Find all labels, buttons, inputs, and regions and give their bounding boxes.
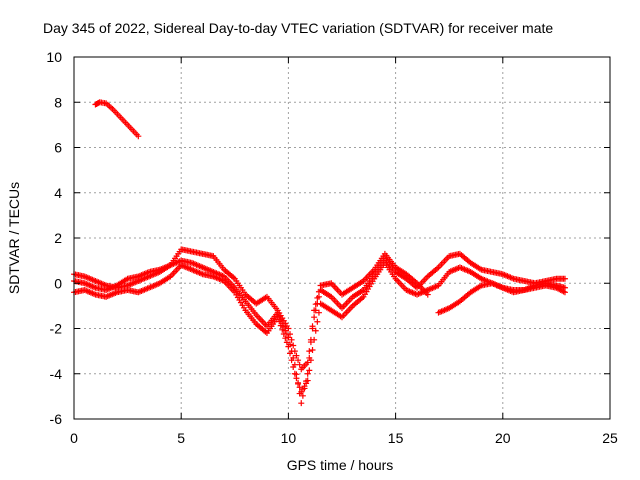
data-point-track-c xyxy=(307,339,314,346)
y-tick-label: -4 xyxy=(50,366,63,382)
data-point-track-c xyxy=(298,400,305,407)
data-point-late-track xyxy=(561,284,568,291)
data-point-track-c xyxy=(282,327,289,334)
data-point-track-c xyxy=(276,313,283,320)
data-point-track-c xyxy=(285,334,292,341)
data-point-track-c xyxy=(301,385,308,392)
data-point-track-c xyxy=(291,361,298,368)
y-tick-label: -6 xyxy=(50,411,63,427)
y-tick-label: 4 xyxy=(54,185,62,201)
data-point-track-b xyxy=(283,339,290,346)
data-point-track-c xyxy=(304,370,311,377)
data-point-track-a xyxy=(293,352,300,359)
data-point-track-b xyxy=(312,327,319,334)
y-axis-label: SDTVAR / TECUs xyxy=(6,182,22,294)
data-point-early-high-arc xyxy=(135,133,142,140)
data-point-track-c xyxy=(424,291,431,298)
chart-title: Day 345 of 2022, Sidereal Day-to-day VTE… xyxy=(43,20,553,36)
x-tick-label: 5 xyxy=(177,430,185,446)
data-point-track-c xyxy=(274,309,281,316)
data-points xyxy=(71,99,568,407)
data-point-track-c xyxy=(309,323,316,330)
data-point-track-a xyxy=(311,314,318,321)
data-point-track-c xyxy=(303,378,310,385)
data-point-track-b xyxy=(306,367,313,374)
data-point-track-c xyxy=(283,330,290,337)
y-tick-label: 6 xyxy=(54,140,62,156)
data-point-track-c xyxy=(287,341,294,348)
data-point-track-c xyxy=(295,380,302,387)
data-point-track-a xyxy=(304,359,311,366)
data-point-track-b xyxy=(309,346,316,353)
x-tick-label: 0 xyxy=(70,430,78,446)
data-point-track-b xyxy=(311,336,318,343)
x-tick-label: 25 xyxy=(602,430,618,446)
data-point-track-c xyxy=(290,354,297,361)
data-point-track-c xyxy=(311,307,318,314)
data-point-track-c xyxy=(314,294,321,301)
y-tick-label: -2 xyxy=(50,321,63,337)
data-point-track-a xyxy=(306,348,313,355)
axis-ticks: 0 5 10 15 20 25 -6 -4 -2 0 2 4 6 8 10 xyxy=(46,49,618,446)
data-point-track-b xyxy=(282,335,289,342)
data-point-track-b xyxy=(315,309,322,316)
data-point-track-c xyxy=(315,288,322,295)
data-point-track-a xyxy=(288,336,295,343)
y-tick-label: 8 xyxy=(54,94,62,110)
data-point-track-c xyxy=(296,390,303,397)
data-point-track-a xyxy=(561,275,568,282)
data-point-track-c xyxy=(306,354,313,361)
data-point-track-b xyxy=(296,384,303,391)
data-point-track-b xyxy=(314,318,321,325)
data-point-track-c xyxy=(277,316,284,323)
x-tick-label: 10 xyxy=(281,430,297,446)
x-tick-label: 15 xyxy=(388,430,404,446)
data-point-track-c xyxy=(280,323,287,330)
data-point-track-a xyxy=(295,357,302,364)
x-axis-label: GPS time / hours xyxy=(287,457,394,473)
data-point-track-c xyxy=(299,392,306,399)
y-tick-label: 0 xyxy=(54,275,62,291)
data-point-track-c xyxy=(279,320,286,327)
y-tick-label: 2 xyxy=(54,230,62,246)
data-point-track-c xyxy=(312,301,319,308)
data-point-track-c xyxy=(293,371,300,378)
data-point-track-a xyxy=(290,342,297,349)
data-point-track-c xyxy=(288,348,295,355)
data-point-track-a xyxy=(285,325,292,332)
x-tick-label: 20 xyxy=(495,430,511,446)
y-tick-label: 10 xyxy=(46,49,62,65)
